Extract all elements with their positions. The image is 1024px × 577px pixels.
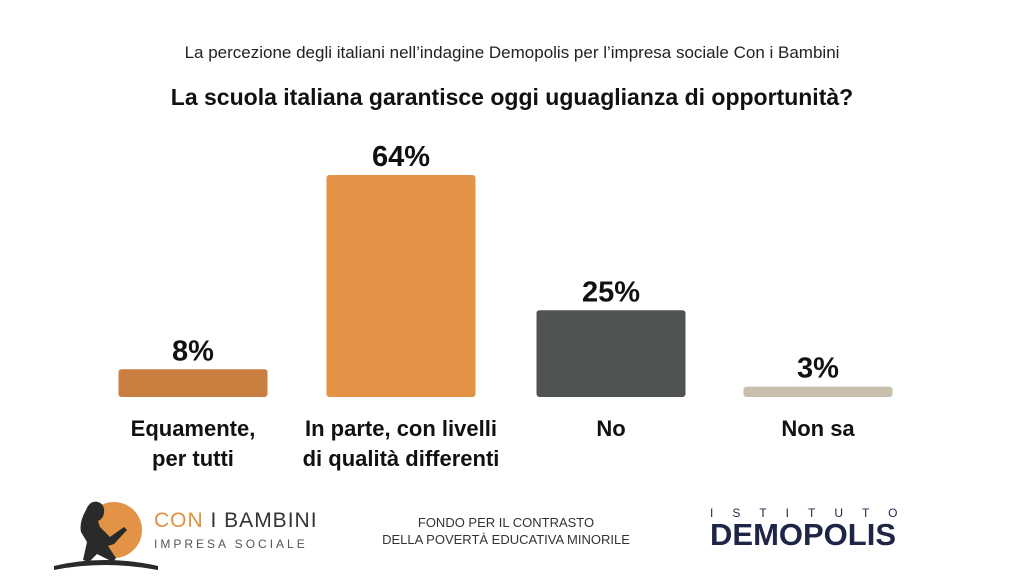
brand-rest: I BAMBINI xyxy=(203,509,318,532)
category-label-0: Equamente, per tutti xyxy=(130,416,256,471)
fondo-line-2: DELLA POVERTÀ EDUCATIVA MINORILE xyxy=(382,532,630,547)
value-label-0: 8% xyxy=(172,335,214,367)
category-label-2: No xyxy=(596,416,626,441)
bar-0 xyxy=(118,369,268,397)
bar-chart: 8% 64% 25% 3% xyxy=(118,141,893,397)
istituto-label: ISTITUTO xyxy=(710,506,917,520)
brand-con: CON xyxy=(154,509,204,532)
chart-title: La scuola italiana garantisce oggi uguag… xyxy=(170,84,854,110)
category-label-1: In parte, con livelli di qualità differen… xyxy=(302,416,500,471)
bar-2 xyxy=(536,310,686,397)
con-i-bambini-logo xyxy=(52,490,292,572)
bar-1 xyxy=(326,175,476,397)
chart-subtitle: La percezione degli italiani nell’indagi… xyxy=(184,43,840,62)
demopolis-logo: DEMOPOLIS xyxy=(710,517,897,552)
con-i-bambini-name: CON I BAMBINI xyxy=(154,509,318,533)
value-label-1: 64% xyxy=(372,141,430,173)
impresa-sociale-label: IMPRESA SOCIALE xyxy=(154,537,308,551)
fondo-line-1: FONDO PER IL CONTRASTO xyxy=(417,515,595,530)
fondo-text: FONDO PER IL CONTRASTO DELLA POVERTÀ EDU… xyxy=(356,514,656,548)
value-label-2: 25% xyxy=(582,276,640,308)
reading-child-icon xyxy=(54,501,158,570)
category-label-3: Non sa xyxy=(781,416,855,441)
bar-3 xyxy=(743,386,893,397)
value-label-3: 3% xyxy=(797,353,839,385)
